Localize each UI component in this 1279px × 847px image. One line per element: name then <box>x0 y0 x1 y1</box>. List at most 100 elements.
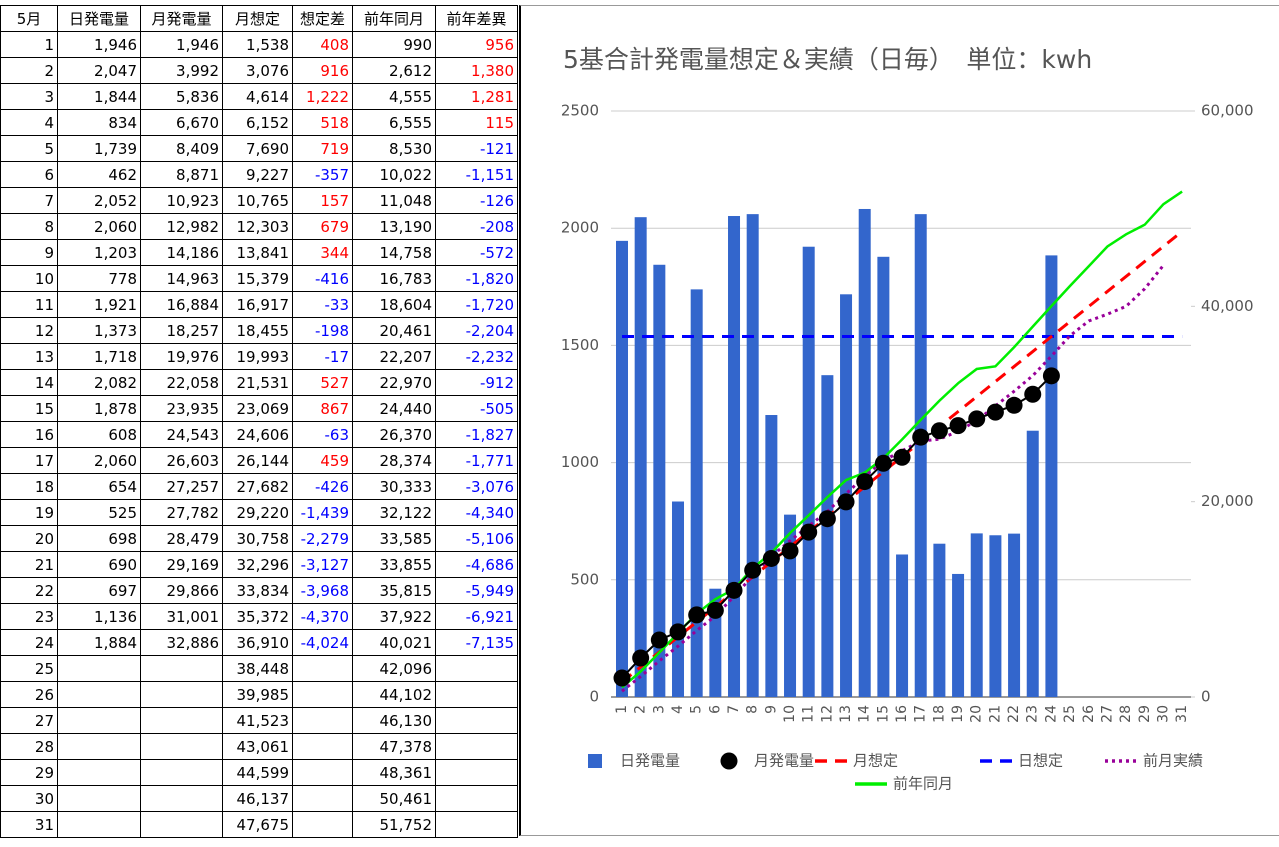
y-tick-label: 0 <box>589 688 599 706</box>
dot <box>893 448 911 466</box>
cell <box>57 655 141 682</box>
cell: 31 <box>0 811 58 838</box>
cell: 30 <box>0 785 58 812</box>
row: 8 2,060 12,982 12,303 679 13,190 -208 <box>0 213 518 240</box>
cell: 22,970 <box>352 369 436 396</box>
cell: 956 <box>435 31 518 58</box>
bar <box>784 514 797 697</box>
cell <box>435 707 518 734</box>
cell: 527 <box>292 369 353 396</box>
cell: 10,923 <box>140 187 223 214</box>
cell: -4,024 <box>292 629 353 656</box>
cell: 31,001 <box>140 603 223 630</box>
cell: 30,758 <box>222 525 293 552</box>
cell: 24 <box>0 629 58 656</box>
bar <box>970 533 983 697</box>
cell: 19,976 <box>140 343 223 370</box>
cell: 690 <box>57 551 141 578</box>
cell: 867 <box>292 395 353 422</box>
bar <box>690 289 703 697</box>
row: 7 2,052 10,923 10,765 157 11,048 -126 <box>0 187 518 214</box>
cell: 2,047 <box>57 57 141 84</box>
cell: -33 <box>292 291 353 318</box>
dot <box>669 623 687 641</box>
cell: 26,370 <box>352 421 436 448</box>
cell: 20,461 <box>352 317 436 344</box>
row: 6 462 8,871 9,227 -357 10,022 -1,151 <box>0 161 518 188</box>
cell: 28,374 <box>352 447 436 474</box>
cell: 778 <box>57 265 141 292</box>
cell: 13,841 <box>222 239 293 266</box>
x-tick-label: 27 <box>1099 705 1115 723</box>
cell: 4,614 <box>222 83 293 110</box>
cell <box>57 811 141 838</box>
cell: 29 <box>0 759 58 786</box>
cell: -5,106 <box>435 525 518 552</box>
cell: 608 <box>57 421 141 448</box>
cell: 1,538 <box>222 31 293 58</box>
row: 11 1,921 16,884 16,917 -33 18,604 -1,720 <box>0 291 518 318</box>
cell: 1,380 <box>435 57 518 84</box>
cell: 44,599 <box>222 759 293 786</box>
cell: -912 <box>435 369 518 396</box>
x-tick-label: 5 <box>689 705 705 714</box>
x-tick-label: 31 <box>1174 705 1190 723</box>
cell: 13,190 <box>352 213 436 240</box>
cell: -357 <box>292 161 353 188</box>
dot <box>986 403 1004 421</box>
cell: 15,379 <box>222 265 293 292</box>
cell: -1,827 <box>435 421 518 448</box>
row: 2 2,047 3,992 3,076 916 2,612 1,380 <box>0 57 518 84</box>
dot <box>706 601 724 619</box>
chart: 5基合計発電量想定＆実績（日毎） 単位：kwh 0 500 1000 1500 2000… <box>561 45 1254 793</box>
cell: 6,670 <box>140 109 223 136</box>
cell: 8 <box>0 213 58 240</box>
dot <box>968 410 986 428</box>
header-cell: 前年差異 <box>435 5 518 32</box>
cell: 16,783 <box>352 265 436 292</box>
x-tick-label: 1 <box>614 705 630 714</box>
row: 25 38,448 42,096 <box>0 655 518 682</box>
cell <box>140 733 223 760</box>
cell: 7,690 <box>222 135 293 162</box>
cell <box>435 759 518 786</box>
cell: -208 <box>435 213 518 240</box>
cell: 26,144 <box>222 447 293 474</box>
cell: 2,052 <box>57 187 141 214</box>
dot <box>725 581 743 599</box>
dot <box>930 422 948 440</box>
cell <box>292 811 353 838</box>
cell: 27,257 <box>140 473 223 500</box>
x-tick-label: 19 <box>950 705 966 723</box>
cell <box>435 681 518 708</box>
cell: -4,370 <box>292 603 353 630</box>
x-tick-label: 29 <box>1137 705 1153 723</box>
row: 18 654 27,257 27,682 -426 30,333 -3,076 <box>0 473 518 500</box>
cell: -1,439 <box>292 499 353 526</box>
cell: 990 <box>352 31 436 58</box>
cell <box>57 681 141 708</box>
cell: -3,968 <box>292 577 353 604</box>
cell: -1,720 <box>435 291 518 318</box>
cell: 5,836 <box>140 83 223 110</box>
row: 19 525 27,782 29,220 -1,439 32,122 -4,340 <box>0 499 518 526</box>
cell: 7 <box>0 187 58 214</box>
series-line <box>621 264 1165 693</box>
x-tick-label: 9 <box>763 705 779 714</box>
cell: 157 <box>292 187 353 214</box>
bar <box>1045 255 1058 698</box>
cell: -3,076 <box>435 473 518 500</box>
cell: -17 <box>292 343 353 370</box>
cell <box>140 785 223 812</box>
cell: 24,606 <box>222 421 293 448</box>
cell: 33,834 <box>222 577 293 604</box>
cell: 16,884 <box>140 291 223 318</box>
dot <box>688 606 706 624</box>
cell <box>292 759 353 786</box>
cell <box>57 785 141 812</box>
bar <box>746 214 759 698</box>
cell: 27,782 <box>140 499 223 526</box>
cell: -3,127 <box>292 551 353 578</box>
x-tick-label: 4 <box>670 705 686 714</box>
cell: 11 <box>0 291 58 318</box>
